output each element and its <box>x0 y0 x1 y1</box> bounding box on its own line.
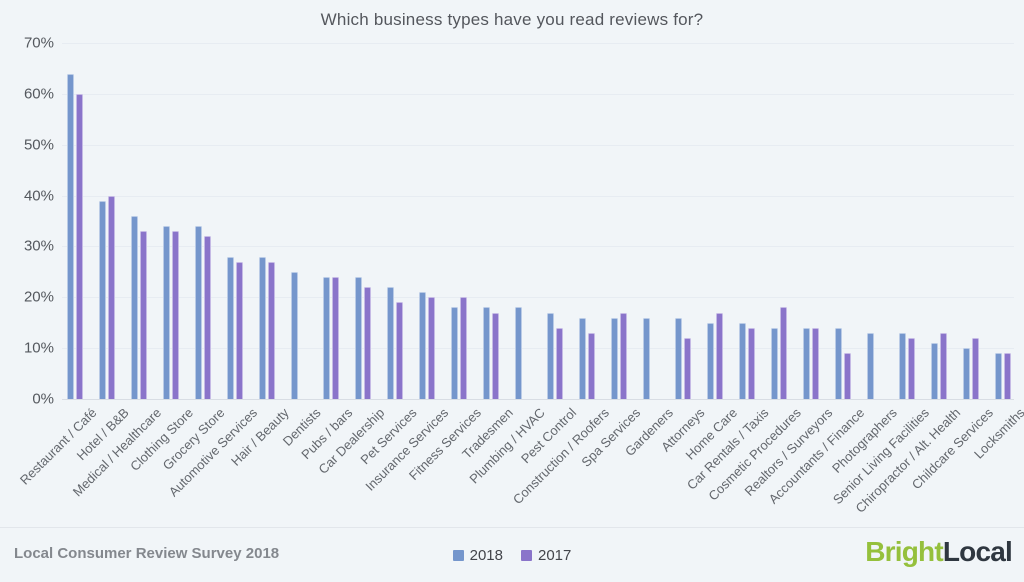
chart-footer: Local Consumer Review Survey 2018 2018 2… <box>0 527 1024 582</box>
bar-2018-medical-healthcare <box>131 216 138 399</box>
bar-2018-accountants-finance <box>835 328 842 399</box>
bar-2017-locksmiths <box>1004 353 1011 399</box>
bar-2017-pubs-bars <box>332 277 339 399</box>
bar-2018-gardeners <box>643 318 650 399</box>
bar-2018-cosmetic-procedures <box>771 328 778 399</box>
bar-2018-pet-services <box>387 287 394 399</box>
gridline-70 <box>62 43 1014 44</box>
bar-2018-car-dealership <box>355 277 362 399</box>
bar-2018-clothing-store <box>163 226 170 399</box>
bar-2017-pest-control <box>556 328 563 399</box>
bar-2017-hotel-b-b <box>108 196 115 399</box>
bar-2018-car-rentals-taxis <box>739 323 746 399</box>
bar-2018-hair-beauty <box>259 257 266 399</box>
bar-2017-hair-beauty <box>268 262 275 399</box>
bar-2018-spa-services <box>611 318 618 399</box>
bar-2018-childcare-services <box>963 348 970 399</box>
bar-2018-home-care <box>707 323 714 399</box>
chart-title: Which business types have you read revie… <box>320 10 704 29</box>
gridline-60 <box>62 94 1014 95</box>
bar-2017-cosmetic-procedures <box>780 307 787 399</box>
legend-label-2017: 2017 <box>538 547 572 564</box>
bar-2017-accountants-finance <box>844 353 851 399</box>
legend-item-2018: 2018 <box>452 547 503 564</box>
bar-2018-dentists <box>291 272 298 399</box>
y-axis-label-40: 40% <box>23 187 54 205</box>
gridline-40 <box>62 196 1014 197</box>
y-axis-label-0: 0% <box>32 390 54 408</box>
bar-2017-fitness-services <box>460 297 467 399</box>
bar-2017-realtors-surveyors <box>812 328 819 399</box>
bar-2017-childcare-services <box>972 338 979 399</box>
source-label: Local Consumer Review Survey 2018 <box>14 545 280 562</box>
y-axis-label-20: 20% <box>23 288 54 306</box>
bar-2017-senior-living-facilities <box>908 338 915 399</box>
gridline-20 <box>62 297 1014 298</box>
legend-label-2018: 2018 <box>469 547 503 564</box>
y-axis-label-50: 50% <box>23 136 54 154</box>
y-axis-label-60: 60% <box>23 85 54 103</box>
bar-2018-chiropractor-alt-health <box>931 343 938 399</box>
bar-2017-attorneys <box>684 338 691 399</box>
gridline-30 <box>62 246 1014 247</box>
legend: 2018 2017 <box>0 547 1024 564</box>
bar-2018-construction-roofers <box>579 318 586 399</box>
bar-2018-automotive-services <box>227 257 234 399</box>
bar-2018-plumbing-hvac <box>515 307 522 399</box>
bar-2018-senior-living-facilities <box>899 333 906 399</box>
bar-2018-locksmiths <box>995 353 1002 399</box>
bar-2018-tradesmen <box>483 307 490 399</box>
bar-2017-automotive-services <box>236 262 243 399</box>
plot-area: 0% 10% 20% 30% 40% 50% 60% 70% Restaurant / Café… <box>17 34 1024 516</box>
bar-2017-restaurant-caf <box>76 94 83 399</box>
brand-bright-text: Bright <box>865 536 943 567</box>
bar-2018-pubs-bars <box>323 277 330 399</box>
bar-2017-grocery-store <box>204 236 211 399</box>
bar-2017-car-rentals-taxis <box>748 328 755 399</box>
bar-2017-home-care <box>716 313 723 399</box>
bar-2018-photographers <box>867 333 874 399</box>
bar-2017-tradesmen <box>492 313 499 399</box>
bar-2018-fitness-services <box>451 307 458 399</box>
bar-2017-car-dealership <box>364 287 371 399</box>
bar-2018-grocery-store <box>195 226 202 399</box>
x-axis-line <box>62 399 1014 400</box>
bar-2017-insurance-services <box>428 297 435 399</box>
legend-swatch-2017 <box>521 550 532 561</box>
legend-swatch-2018 <box>452 550 464 561</box>
y-axis-label-70: 70% <box>23 34 54 52</box>
bar-2018-realtors-surveyors <box>803 328 810 399</box>
bar-2018-restaurant-caf <box>67 74 74 399</box>
y-axis-label-10: 10% <box>23 339 54 357</box>
brightlocal-logo: BrightLocal <box>865 536 1013 568</box>
bar-2018-attorneys <box>675 318 682 399</box>
gridline-10 <box>62 348 1014 349</box>
legend-item-2017: 2017 <box>521 547 571 564</box>
y-axis-label-30: 30% <box>23 237 54 255</box>
bar-2018-hotel-b-b <box>99 201 106 399</box>
bar-2017-spa-services <box>620 313 627 399</box>
bar-2018-insurance-services <box>419 292 426 399</box>
bar-2017-medical-healthcare <box>140 231 147 399</box>
brand-local-text: Local <box>942 536 1013 567</box>
bar-2018-pest-control <box>547 313 554 399</box>
bar-2017-chiropractor-alt-health <box>940 333 947 399</box>
bar-2017-construction-roofers <box>588 333 595 399</box>
gridline-50 <box>62 145 1014 146</box>
bar-2017-pet-services <box>396 302 403 399</box>
bar-2017-clothing-store <box>172 231 179 399</box>
